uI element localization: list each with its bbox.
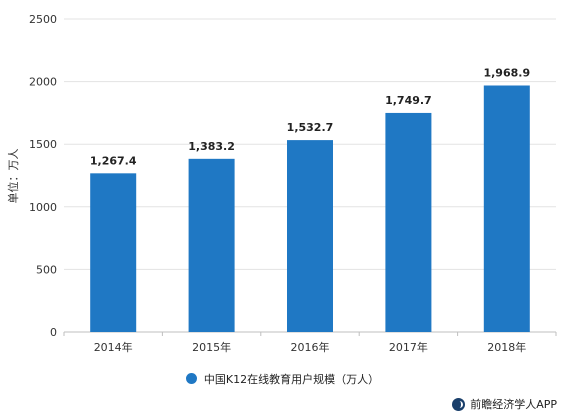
bar xyxy=(483,85,530,333)
y-axis-label: 单位：万人 xyxy=(6,149,20,204)
bar xyxy=(90,173,137,332)
y-tick-label: 2000 xyxy=(29,76,57,89)
bar-value-label: 1,968.9 xyxy=(483,66,530,79)
y-tick-label: 2500 xyxy=(29,13,57,26)
bar xyxy=(188,158,235,332)
qianzhan-logo-icon xyxy=(452,397,466,411)
x-tick-label: 2014年 xyxy=(94,340,133,354)
bar-value-label: 1,749.7 xyxy=(385,94,432,107)
bar-value-label: 1,532.7 xyxy=(287,121,334,134)
x-tick-label: 2017年 xyxy=(389,340,428,354)
legend: 中国K12在线教育用户规模（万人） xyxy=(0,371,565,387)
data-labels: 1,267.4 1,383.2 1,532.7 1,749.7 1,968.9 xyxy=(90,66,530,167)
y-tick-label: 1500 xyxy=(29,138,57,151)
source-credit: 前瞻经济学人APP xyxy=(452,396,557,412)
x-tick-label: 2016年 xyxy=(291,340,330,354)
bar-value-label: 1,383.2 xyxy=(188,140,235,153)
y-tick-label: 500 xyxy=(36,263,57,276)
legend-swatch xyxy=(185,373,197,384)
source-text: 前瞻经济学人APP xyxy=(470,398,557,411)
x-axis-ticks: 2014年 2015年 2016年 2017年 2018年 xyxy=(63,332,557,354)
bar xyxy=(385,112,432,332)
bar xyxy=(287,140,333,332)
x-tick-label: 2018年 xyxy=(487,340,526,354)
bars xyxy=(90,85,530,333)
y-tick-label: 0 xyxy=(50,326,57,339)
bar-value-label: 1,267.4 xyxy=(90,154,137,167)
legend-label: 中国K12在线教育用户规模（万人） xyxy=(203,373,380,386)
y-axis-ticks: 0 500 1000 1500 2000 2500 xyxy=(29,13,57,339)
y-tick-label: 1000 xyxy=(29,201,57,214)
bar-chart: 0 500 1000 1500 2000 2500 1,267.4 1,383.2 1,532… xyxy=(6,13,557,354)
x-tick-label: 2015年 xyxy=(192,340,231,354)
